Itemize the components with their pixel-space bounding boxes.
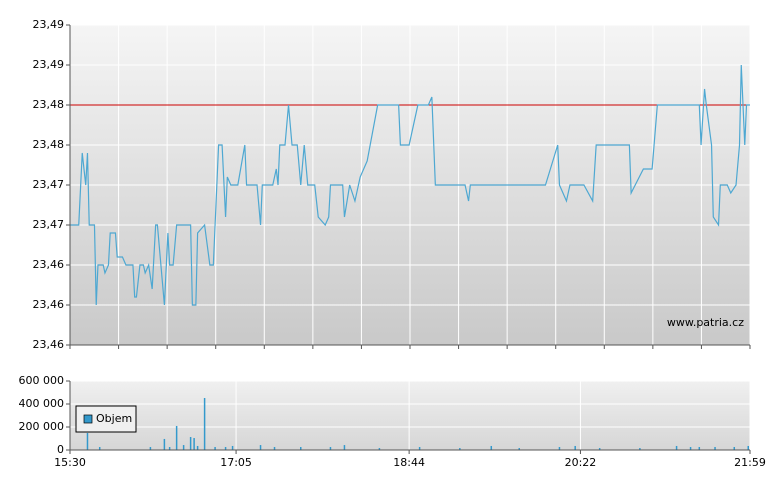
- y-tick-label: 23,49: [33, 18, 65, 31]
- volume-bar: [343, 445, 346, 450]
- volume-bar: [714, 447, 716, 450]
- legend-swatch: [83, 414, 93, 424]
- volume-bar: [182, 445, 185, 450]
- y-tick-label: 23,46: [33, 258, 65, 271]
- x-tick-label: 21:59: [734, 456, 766, 469]
- x-tick-label: 17:05: [220, 456, 252, 469]
- volume-bar: [214, 447, 216, 450]
- volume-bar: [193, 438, 195, 450]
- volume-bar: [418, 447, 421, 450]
- volume-bar: [689, 447, 692, 450]
- price-line: [70, 64, 750, 306]
- y-tick-label: 23,46: [33, 338, 65, 351]
- y-tick-label: 400 000: [19, 397, 65, 410]
- volume-bar: [329, 447, 332, 450]
- y-tick-label: 200 000: [19, 420, 65, 433]
- volume-bar: [98, 447, 101, 450]
- volume-bar: [224, 447, 227, 450]
- y-tick-label: 23,48: [33, 138, 65, 151]
- volume-bar: [168, 447, 171, 450]
- volume-plot-area: [70, 381, 750, 450]
- volume-bar: [558, 447, 561, 450]
- volume-bar: [203, 398, 206, 450]
- volume-bar: [490, 445, 493, 450]
- volume-bar: [698, 447, 701, 450]
- legend-label: Objem: [96, 412, 132, 425]
- volume-bar: [518, 448, 521, 450]
- y-tick-label: 23,49: [33, 58, 65, 71]
- watermark: www.patria.cz: [667, 316, 744, 329]
- volume-bar: [675, 445, 678, 450]
- volume-bar: [149, 447, 152, 450]
- volume-bar: [299, 447, 302, 450]
- volume-bar: [196, 445, 199, 450]
- volume-bar: [259, 445, 262, 450]
- y-tick-label: 0: [57, 443, 64, 456]
- x-tick-label: 20:22: [565, 456, 597, 469]
- volume-bar: [733, 447, 736, 450]
- volume-bar: [189, 437, 192, 450]
- volume-bar: [273, 447, 276, 450]
- y-tick-label: 600 000: [19, 374, 65, 387]
- volume-bar: [175, 425, 178, 450]
- y-tick-label: 23,47: [33, 178, 65, 191]
- volume-bar: [639, 448, 641, 450]
- volume-bar: [459, 448, 461, 450]
- volume-bar: [163, 438, 166, 450]
- x-tick-label: 15:30: [54, 456, 86, 469]
- y-tick-label: 23,48: [33, 98, 65, 111]
- volume-bar: [574, 445, 576, 450]
- volume-bar: [598, 448, 601, 450]
- volume-bar: [378, 448, 381, 450]
- volume-bar: [86, 432, 89, 450]
- volume-bar: [747, 445, 750, 450]
- y-tick-label: 23,46: [33, 298, 65, 311]
- volume-bar: [231, 445, 234, 450]
- x-tick-label: 18:44: [393, 456, 425, 469]
- y-tick-label: 23,47: [33, 218, 65, 231]
